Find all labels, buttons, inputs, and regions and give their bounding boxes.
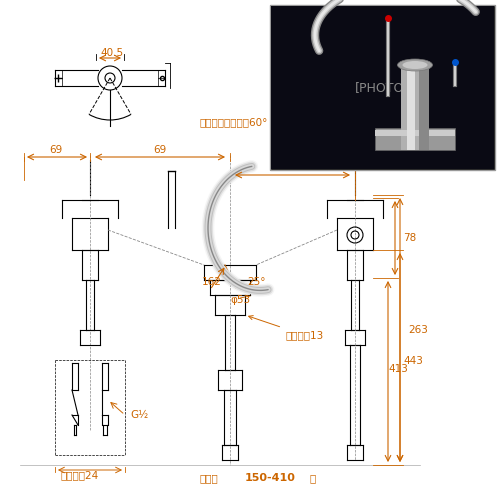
Text: スパウト回転角度60°: スパウト回転角度60° (200, 117, 268, 127)
Text: 六角対辺24: 六角対辺24 (61, 470, 99, 480)
Bar (270, 5, 495, 170)
Text: 263: 263 (408, 325, 428, 335)
Bar (401, 65, 429, 150)
Bar (419, 65, 429, 150)
Text: 162: 162 (202, 277, 222, 287)
Text: G½: G½ (130, 410, 148, 420)
Text: （図は: （図は (199, 473, 218, 483)
Ellipse shape (402, 61, 427, 69)
Text: 413: 413 (388, 363, 408, 374)
Text: φ53: φ53 (230, 295, 250, 305)
Bar (271, 6, 494, 169)
Bar (375, 130, 455, 136)
Text: 25°: 25° (247, 277, 265, 287)
Text: [PHOTO]: [PHOTO] (356, 81, 410, 94)
Bar (375, 128, 455, 150)
Text: 78: 78 (404, 233, 416, 243)
Text: 124.5: 124.5 (278, 163, 308, 173)
Text: 六角対辺13: 六角対辺13 (248, 316, 323, 340)
Text: 69: 69 (154, 145, 166, 155)
Text: ）: ） (310, 473, 316, 483)
Text: 40.5: 40.5 (100, 48, 124, 58)
Ellipse shape (398, 59, 432, 71)
Text: 443: 443 (403, 355, 423, 365)
Text: 69: 69 (50, 145, 62, 155)
Bar (407, 65, 415, 150)
Text: 150-410: 150-410 (244, 473, 296, 483)
